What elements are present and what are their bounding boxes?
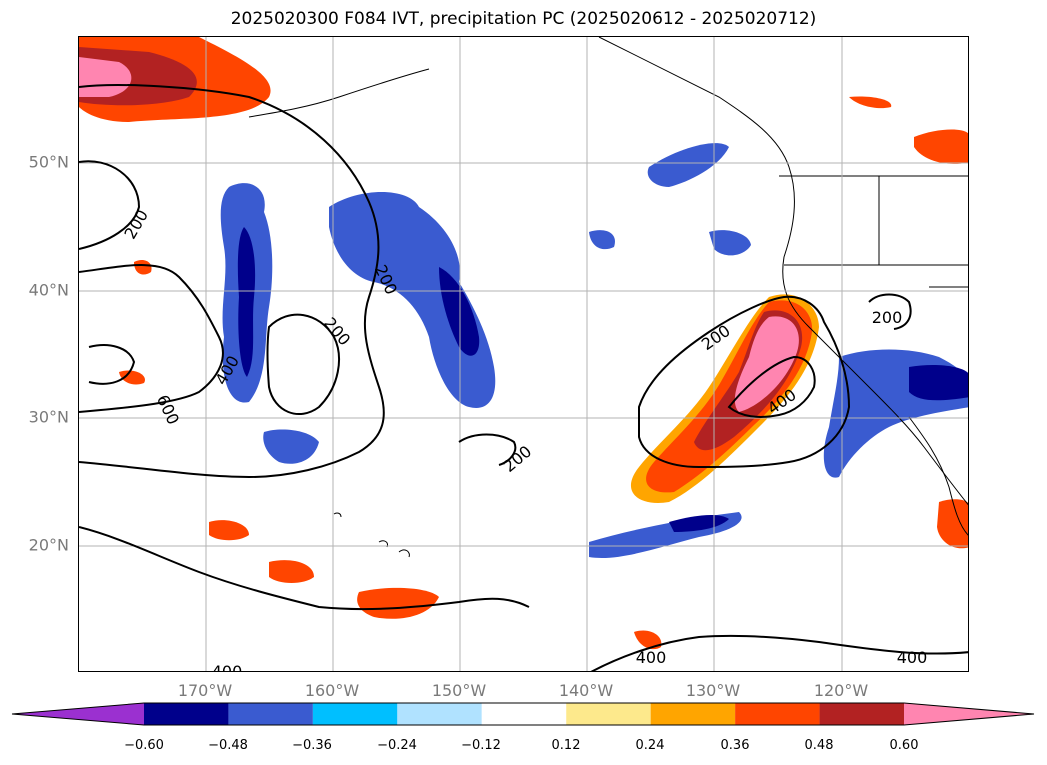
latitude-label: 40°N xyxy=(28,280,69,300)
colorbar-tick: 0.24 xyxy=(635,738,665,753)
colorbar-extend-high xyxy=(904,703,1034,725)
baja-coast xyxy=(908,416,968,536)
ivt-contour xyxy=(590,634,968,671)
colorbar-extend-low xyxy=(12,703,144,725)
longitude-label: 170°W xyxy=(177,681,233,700)
positive-anomaly-region xyxy=(634,630,662,650)
colorbar-tick: 0.48 xyxy=(804,738,834,753)
positive-anomaly-region xyxy=(119,370,145,385)
contour-label: 400 xyxy=(636,648,667,667)
colorbar-tick: −0.12 xyxy=(461,738,501,753)
colorbar-tick: 0.60 xyxy=(889,738,919,753)
north-america-coast xyxy=(598,37,968,506)
coastlines xyxy=(248,37,968,558)
hawaiian-islands xyxy=(333,512,410,558)
contour-label: 200 xyxy=(500,442,536,476)
colorbar-tick: 0.36 xyxy=(720,738,750,753)
colorbar-swatch xyxy=(819,703,904,725)
positive-anomaly-region xyxy=(134,260,152,275)
negative-anomaly-region xyxy=(589,230,615,250)
colorbar-swatch xyxy=(312,703,398,725)
ivt-contour xyxy=(868,293,912,330)
ivt-contour xyxy=(458,433,517,466)
contour-label: 400 xyxy=(212,662,243,672)
ivt-contour xyxy=(638,295,851,469)
negative-anomaly-region xyxy=(909,365,968,401)
graticule xyxy=(79,37,968,671)
positive-anomaly-region xyxy=(79,57,132,97)
ivt-contour xyxy=(79,264,224,413)
positive-anomaly-region xyxy=(357,587,439,619)
positive-anomaly-region xyxy=(209,520,249,541)
colorbar-swatches xyxy=(11,702,1035,726)
colorbar xyxy=(11,702,1035,726)
contour-label: 200 xyxy=(872,308,903,327)
ivt-contour xyxy=(79,84,385,479)
colorbar-swatch xyxy=(144,703,229,725)
longitude-label: 130°W xyxy=(685,681,741,700)
colorbar-tick: −0.48 xyxy=(208,738,248,753)
colorbar-tick: 0.12 xyxy=(551,738,581,753)
contour-label: 200 xyxy=(320,314,354,350)
contour-label: 400 xyxy=(897,648,928,667)
colorbar-swatch xyxy=(228,703,313,725)
negative-anomaly-region xyxy=(329,192,496,408)
colorbar-tick: −0.36 xyxy=(292,738,332,753)
negative-anomaly-region xyxy=(263,429,319,464)
positive-anomaly-region xyxy=(269,560,314,583)
negative-anomaly-region xyxy=(439,267,480,356)
positive-anomaly-region xyxy=(914,129,968,164)
ivt-contour xyxy=(266,313,340,416)
positive-anomaly-region xyxy=(937,499,968,549)
contour-label: 200 xyxy=(120,206,152,242)
ivt-contour xyxy=(79,160,141,250)
ivt-contour xyxy=(88,344,136,385)
ivt-contour xyxy=(79,526,530,611)
negative-anomaly-region xyxy=(647,143,729,187)
positive-anomaly-region xyxy=(734,316,799,412)
longitude-label: 150°W xyxy=(431,681,487,700)
colorbar-swatch xyxy=(397,703,482,725)
colorbar-swatch xyxy=(735,703,820,725)
latitude-label: 50°N xyxy=(28,152,69,172)
map-panel: 200 200 200 200 200 200 400 400 400 400 … xyxy=(78,36,969,672)
aleutian-islands xyxy=(248,68,430,118)
map-canvas: 200 200 200 200 200 200 400 400 400 400 … xyxy=(79,37,968,672)
map-title: 2025020300 F084 IVT, precipitation PC (2… xyxy=(230,9,817,29)
colorbar-tick: −0.24 xyxy=(377,738,417,753)
longitude-label: 120°W xyxy=(813,681,869,700)
precip-anomaly-fills xyxy=(79,37,968,650)
colorbar-swatch xyxy=(481,703,567,725)
ivt-contours xyxy=(79,84,968,671)
longitude-label: 160°W xyxy=(304,681,360,700)
contour-label: 600 xyxy=(153,392,183,428)
longitude-label: 140°W xyxy=(558,681,614,700)
positive-anomaly-region xyxy=(849,96,892,109)
contour-label: 200 xyxy=(698,321,734,354)
ivt-contour xyxy=(727,355,816,418)
colorbar-tick: −0.60 xyxy=(124,738,164,753)
latitude-label: 30°N xyxy=(28,407,69,427)
colorbar-swatch xyxy=(650,703,736,725)
negative-anomaly-region xyxy=(709,230,751,256)
negative-anomaly-region xyxy=(237,227,256,377)
latitude-label: 20°N xyxy=(28,535,69,555)
colorbar-outline xyxy=(11,702,1035,726)
colorbar-swatch xyxy=(566,703,651,725)
